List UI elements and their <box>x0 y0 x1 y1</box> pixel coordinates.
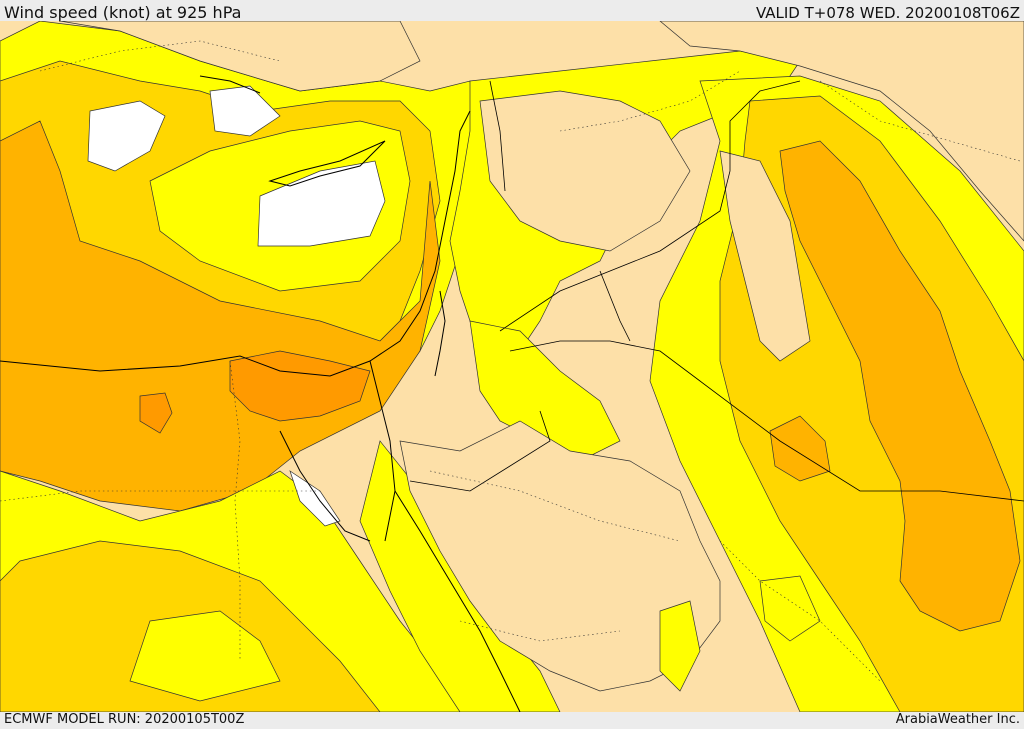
brand-credit: ArabiaWeather Inc. <box>895 712 1020 727</box>
borders <box>409 80 1024 502</box>
yellow-zone-south-west-inner <box>129 610 281 702</box>
orange-zone-iraq <box>779 140 1021 632</box>
valid-time: VALID T+078 WED. 20200108T06Z <box>755 4 1020 22</box>
yellow-zone-blob-a <box>659 600 701 692</box>
calm-zone-gulf-of-suez <box>289 470 341 527</box>
calm-zone-cyprus-south <box>257 160 386 247</box>
header-bar: Wind speed (knot) at 925 hPa VALID T+078… <box>0 0 1024 22</box>
light-zone-syria-desert <box>719 150 811 362</box>
internal-boundaries <box>0 40 1021 682</box>
light-zone-arabia <box>399 420 721 692</box>
dark-orange-zone-egypt-west <box>139 392 173 434</box>
calm-zone-aegean <box>87 100 166 172</box>
light-zone-anatolia <box>59 21 421 92</box>
wind-speed-map[interactable] <box>0 21 1024 712</box>
orange-zone-egypt <box>0 120 441 512</box>
dark-orange-zone-delta <box>229 350 371 422</box>
yellow-zone-jordan <box>469 320 621 462</box>
orange-zone-central-arabia <box>769 415 831 482</box>
yellow-zone-blob-b <box>759 575 821 642</box>
footer-bar: ECMWF MODEL RUN: 20200105T00Z ArabiaWeat… <box>0 712 1024 729</box>
model-run: ECMWF MODEL RUN: 20200105T00Z <box>4 712 245 727</box>
light-zone-northeast <box>659 21 1024 242</box>
coastlines <box>0 75 521 712</box>
light-zone-northern-syria <box>479 90 691 252</box>
map-title: Wind speed (knot) at 925 hPa <box>4 3 242 22</box>
